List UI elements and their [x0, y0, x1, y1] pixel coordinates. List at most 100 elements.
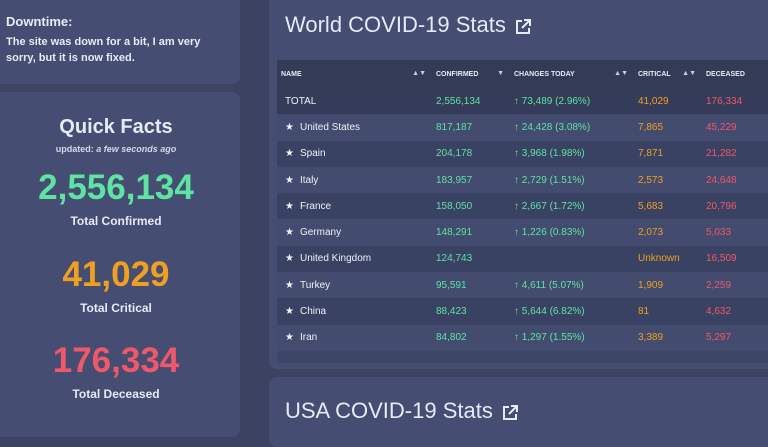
total-confirmed-label: Total Confirmed [70, 214, 162, 228]
row-critical: 2,573 [634, 166, 702, 194]
updated-timestamp: updated: a few seconds ago [0, 144, 240, 154]
row-confirmed: 158,050 [432, 193, 510, 220]
row-deceased: 20,796 [702, 193, 768, 220]
star-icon[interactable]: ★ [285, 148, 294, 160]
row-critical: 3,389 [634, 324, 702, 351]
row-name: ★ Turkey [277, 272, 432, 299]
row-name: ★ Germany [277, 219, 432, 246]
world-stats-card: World COVID-19 Stats NAME ▲▼ CONFIRMED ▼ C… [269, 0, 768, 369]
usa-stats-title: USA COVID-19 Stats [285, 398, 493, 423]
table-row[interactable]: ★ Italy 183,957 ↑ 2,729 (1.51%) 2,573 24,… [277, 166, 768, 194]
total-deceased-label: Total Deceased [72, 387, 160, 401]
sort-down-icon: ▼ [497, 70, 504, 77]
table-row[interactable]: ★ France 158,050 ↑ 2,667 (1.72%) 5,683 20… [277, 193, 768, 220]
star-icon[interactable]: ★ [285, 332, 294, 344]
row-critical: 41,029 [634, 88, 702, 115]
row-confirmed: 124,743 [432, 245, 510, 273]
downtime-title: Downtime: [6, 14, 73, 29]
total-critical-value: 41,029 [62, 255, 170, 294]
sort-arrows-icon: ▲▼ [682, 70, 696, 77]
world-stats-table-container[interactable]: NAME ▲▼ CONFIRMED ▼ CHANGES TODAY ▲▼ CRITIC… [277, 60, 768, 363]
row-critical: 5,683 [634, 193, 702, 220]
column-header-deceased[interactable]: DECEASED [702, 60, 768, 88]
row-name: ★ Iran [277, 324, 432, 351]
row-name: ★ United Kingdom [277, 245, 432, 273]
row-deceased: 5,033 [702, 219, 768, 246]
row-deceased: 24,648 [702, 166, 768, 194]
row-change: ↑ 2,667 (1.72%) [510, 193, 634, 220]
usa-stats-card: USA COVID-19 Stats [269, 377, 768, 447]
row-change: ↑ 4,611 (5.07%) [510, 272, 634, 299]
table-row[interactable]: ★ Spain 204,178 ↑ 3,968 (1.98%) 7,871 21,… [277, 140, 768, 167]
row-confirmed: 148,291 [432, 219, 510, 246]
row-critical: 7,865 [634, 114, 702, 141]
world-stats-title: World COVID-19 Stats [285, 12, 506, 37]
row-deceased: 16,509 [702, 245, 768, 273]
total-deceased-value: 176,334 [52, 341, 180, 380]
row-change: ↑ 73,489 (2.96%) [510, 88, 634, 115]
table-row[interactable]: ★ Iran 84,802 ↑ 1,297 (1.55%) 3,389 5,297 [277, 324, 768, 351]
table-row[interactable]: ★ United States 817,187 ↑ 24,428 (3.08%) … [277, 114, 768, 141]
star-icon[interactable]: ★ [285, 306, 294, 318]
sort-arrows-icon: ▲▼ [614, 70, 628, 77]
star-icon[interactable]: ★ [285, 121, 294, 133]
row-change: ↑ 1,297 (1.55%) [510, 324, 634, 351]
quick-facts-title: Quick Facts [59, 116, 173, 138]
row-confirmed: 95,591 [432, 272, 510, 299]
row-critical: 7,871 [634, 140, 702, 167]
external-link-icon[interactable] [514, 16, 532, 34]
row-deceased: 176,334 [702, 88, 768, 115]
star-icon[interactable]: ★ [285, 227, 294, 239]
usa-stats-title-link[interactable]: USA COVID-19 Stats [285, 398, 519, 424]
sort-arrows-icon: ▲▼ [412, 70, 426, 77]
row-name: ★ Spain [277, 140, 432, 167]
row-name: ★ China [277, 298, 432, 325]
row-confirmed: 204,178 [432, 140, 510, 167]
row-deceased: 45,229 [702, 114, 768, 141]
table-row[interactable]: ★ China 88,423 ↑ 5,644 (6.82%) 81 4,632 [277, 298, 768, 325]
updated-value: a few seconds ago [96, 144, 177, 154]
row-confirmed: 817,187 [432, 114, 510, 141]
row-confirmed: 2,556,134 [432, 88, 510, 115]
total-confirmed-value: 2,556,134 [38, 168, 194, 207]
total-critical-label: Total Critical [80, 301, 152, 315]
row-name: ★ France [277, 193, 432, 220]
row-change: ↑ 3,968 (1.98%) [510, 140, 634, 167]
row-deceased: 4,632 [702, 298, 768, 325]
row-critical: 1,909 [634, 272, 702, 299]
column-header-critical[interactable]: CRITICAL ▲▼ [634, 60, 702, 88]
quick-facts-card: Quick Facts updated: a few seconds ago 2… [0, 92, 240, 437]
row-critical: Unknown [634, 245, 702, 273]
row-deceased: 2,259 [702, 272, 768, 299]
row-change [510, 245, 634, 273]
row-name: ★ Italy [277, 166, 432, 194]
row-confirmed: 84,802 [432, 324, 510, 351]
table-row[interactable]: ★ United Kingdom 124,743 Unknown 16,509 [277, 245, 768, 273]
column-header-changes-today[interactable]: CHANGES TODAY ▲▼ [510, 60, 634, 88]
row-change: ↑ 5,644 (6.82%) [510, 298, 634, 325]
row-critical: 81 [634, 298, 702, 325]
table-row-total[interactable]: TOTAL 2,556,134 ↑ 73,489 (2.96%) 41,029 … [277, 88, 768, 115]
row-confirmed: 88,423 [432, 298, 510, 325]
star-icon[interactable]: ★ [285, 279, 294, 291]
row-critical: 2,073 [634, 219, 702, 246]
world-stats-table: NAME ▲▼ CONFIRMED ▼ CHANGES TODAY ▲▼ CRITIC… [277, 60, 768, 351]
row-deceased: 5,297 [702, 324, 768, 351]
row-change: ↑ 1,226 (0.83%) [510, 219, 634, 246]
star-icon[interactable]: ★ [285, 200, 294, 212]
table-row[interactable]: ★ Turkey 95,591 ↑ 4,611 (5.07%) 1,909 2,2… [277, 272, 768, 299]
star-icon[interactable]: ★ [285, 253, 294, 265]
star-icon[interactable]: ★ [285, 174, 294, 186]
downtime-card: Downtime: The site was down for a bit, I… [0, 0, 240, 84]
row-change: ↑ 24,428 (3.08%) [510, 114, 634, 141]
column-header-name[interactable]: NAME ▲▼ [277, 60, 432, 88]
row-confirmed: 183,957 [432, 166, 510, 194]
external-link-icon[interactable] [501, 402, 519, 420]
world-stats-title-link[interactable]: World COVID-19 Stats [285, 12, 532, 38]
row-change: ↑ 2,729 (1.51%) [510, 166, 634, 194]
downtime-message: The site was down for a bit, I am very s… [6, 36, 201, 64]
table-row[interactable]: ★ Germany 148,291 ↑ 1,226 (0.83%) 2,073 5… [277, 219, 768, 246]
row-deceased: 21,282 [702, 140, 768, 167]
column-header-confirmed[interactable]: CONFIRMED ▼ [432, 60, 510, 88]
row-name: TOTAL [277, 88, 432, 115]
